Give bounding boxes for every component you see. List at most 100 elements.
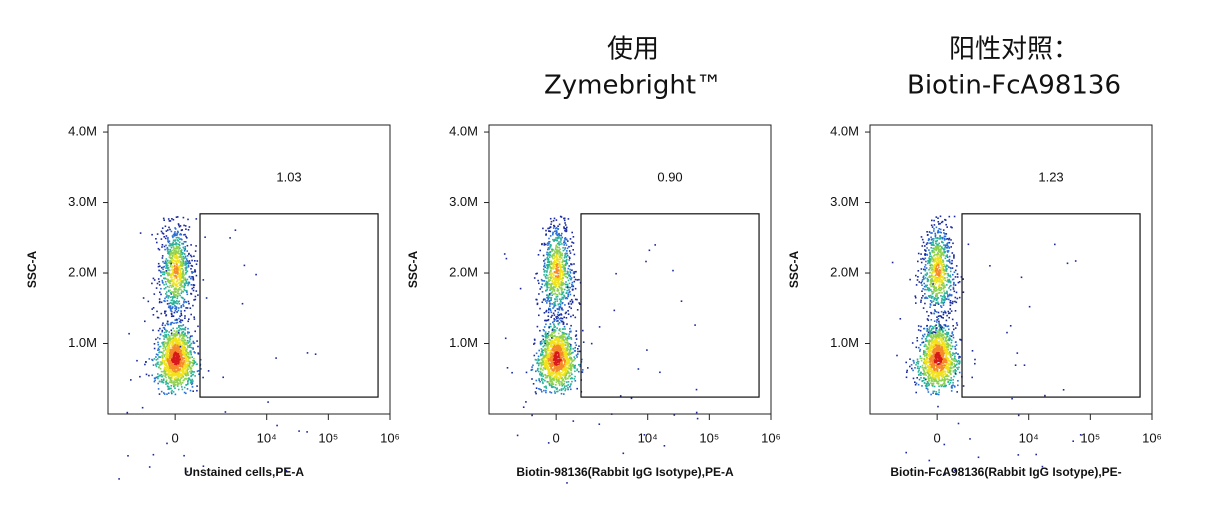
event-dot [568, 250, 571, 252]
event-dot [177, 383, 180, 385]
event-dot [182, 366, 185, 369]
event-dot [569, 349, 571, 351]
event-dot [533, 338, 536, 341]
event-dot [539, 307, 541, 310]
event-dot [548, 241, 550, 243]
event-dot [564, 338, 567, 341]
event-dot [928, 335, 930, 337]
event-dot [558, 380, 561, 383]
event-dot [554, 304, 557, 307]
event-dot [185, 359, 187, 361]
event-dot [929, 353, 931, 355]
event-dot [181, 361, 183, 364]
event-dot [169, 349, 172, 351]
event-dot [162, 374, 164, 377]
event-dot [179, 265, 182, 268]
event-dot [556, 370, 558, 372]
event-dot [164, 370, 166, 373]
event-dot [549, 245, 552, 248]
event-dot [183, 368, 185, 370]
event-dot [923, 367, 926, 369]
event-dot [541, 372, 543, 375]
event-dot [556, 317, 558, 320]
event-dot [937, 303, 940, 305]
event-dot [551, 337, 553, 339]
event-dot [535, 352, 538, 355]
event-dot [564, 364, 566, 367]
event-dot [179, 261, 182, 263]
event-dot [926, 352, 928, 355]
event-dot [162, 266, 165, 268]
event-dot [187, 218, 189, 221]
event-dot [551, 294, 553, 296]
event-dot [186, 262, 189, 265]
event-dot [695, 411, 698, 414]
event-dot [564, 389, 566, 392]
event-dot [550, 261, 553, 263]
event-dot [182, 340, 185, 342]
event-dot [179, 352, 181, 354]
event-dot [166, 344, 169, 346]
event-dot [175, 333, 177, 335]
event-dot [177, 246, 180, 248]
event-dot [184, 277, 187, 279]
event-dot [163, 219, 165, 221]
event-dot [545, 333, 548, 335]
event-dot [553, 257, 555, 260]
event-dot [160, 293, 162, 296]
event-dot [549, 355, 551, 357]
event-dot [544, 350, 547, 353]
event-dot [180, 383, 182, 386]
event-dot [550, 352, 552, 354]
event-dot [167, 274, 169, 277]
event-dot [180, 334, 182, 336]
event-dot [197, 352, 199, 354]
event-dot [548, 300, 551, 303]
event-dot [536, 362, 538, 365]
event-dot [555, 267, 557, 270]
event-dot [161, 363, 163, 365]
event-dot [558, 263, 561, 265]
event-dot [180, 351, 183, 354]
event-dot [569, 286, 571, 289]
event-dot [537, 359, 539, 362]
event-dot [172, 239, 175, 242]
event-dot [945, 337, 947, 339]
event-dot [565, 317, 568, 319]
event-dot [560, 389, 563, 391]
event-dot [172, 372, 174, 375]
event-dot [176, 239, 179, 241]
event-dot [172, 236, 174, 238]
event-dot [175, 285, 177, 287]
event-dot [548, 308, 550, 311]
event-dot [548, 237, 550, 240]
event-dot [565, 344, 567, 346]
event-dot [174, 363, 176, 365]
event-dot [145, 361, 147, 363]
event-dot [165, 379, 168, 382]
event-dot [561, 289, 563, 291]
event-dot [566, 347, 568, 350]
event-dot [550, 298, 552, 300]
event-dot [927, 365, 930, 367]
event-dot [569, 238, 572, 240]
event-dot [556, 277, 559, 280]
event-dot [565, 259, 568, 262]
event-dot [186, 383, 189, 386]
event-dot [180, 373, 182, 375]
event-dot [551, 368, 554, 370]
event-dot [156, 362, 158, 365]
event-dot [533, 342, 536, 345]
event-dot [174, 227, 176, 229]
event-dot [187, 320, 189, 323]
event-dot [157, 354, 159, 356]
event-dot [172, 346, 174, 348]
event-dot [175, 339, 178, 341]
event-dot [553, 240, 555, 242]
event-dot [549, 294, 551, 296]
event-dot [548, 254, 550, 256]
event-dot [947, 370, 949, 373]
event-dot [567, 370, 569, 373]
event-dot [939, 330, 941, 332]
event-dot [180, 288, 182, 291]
